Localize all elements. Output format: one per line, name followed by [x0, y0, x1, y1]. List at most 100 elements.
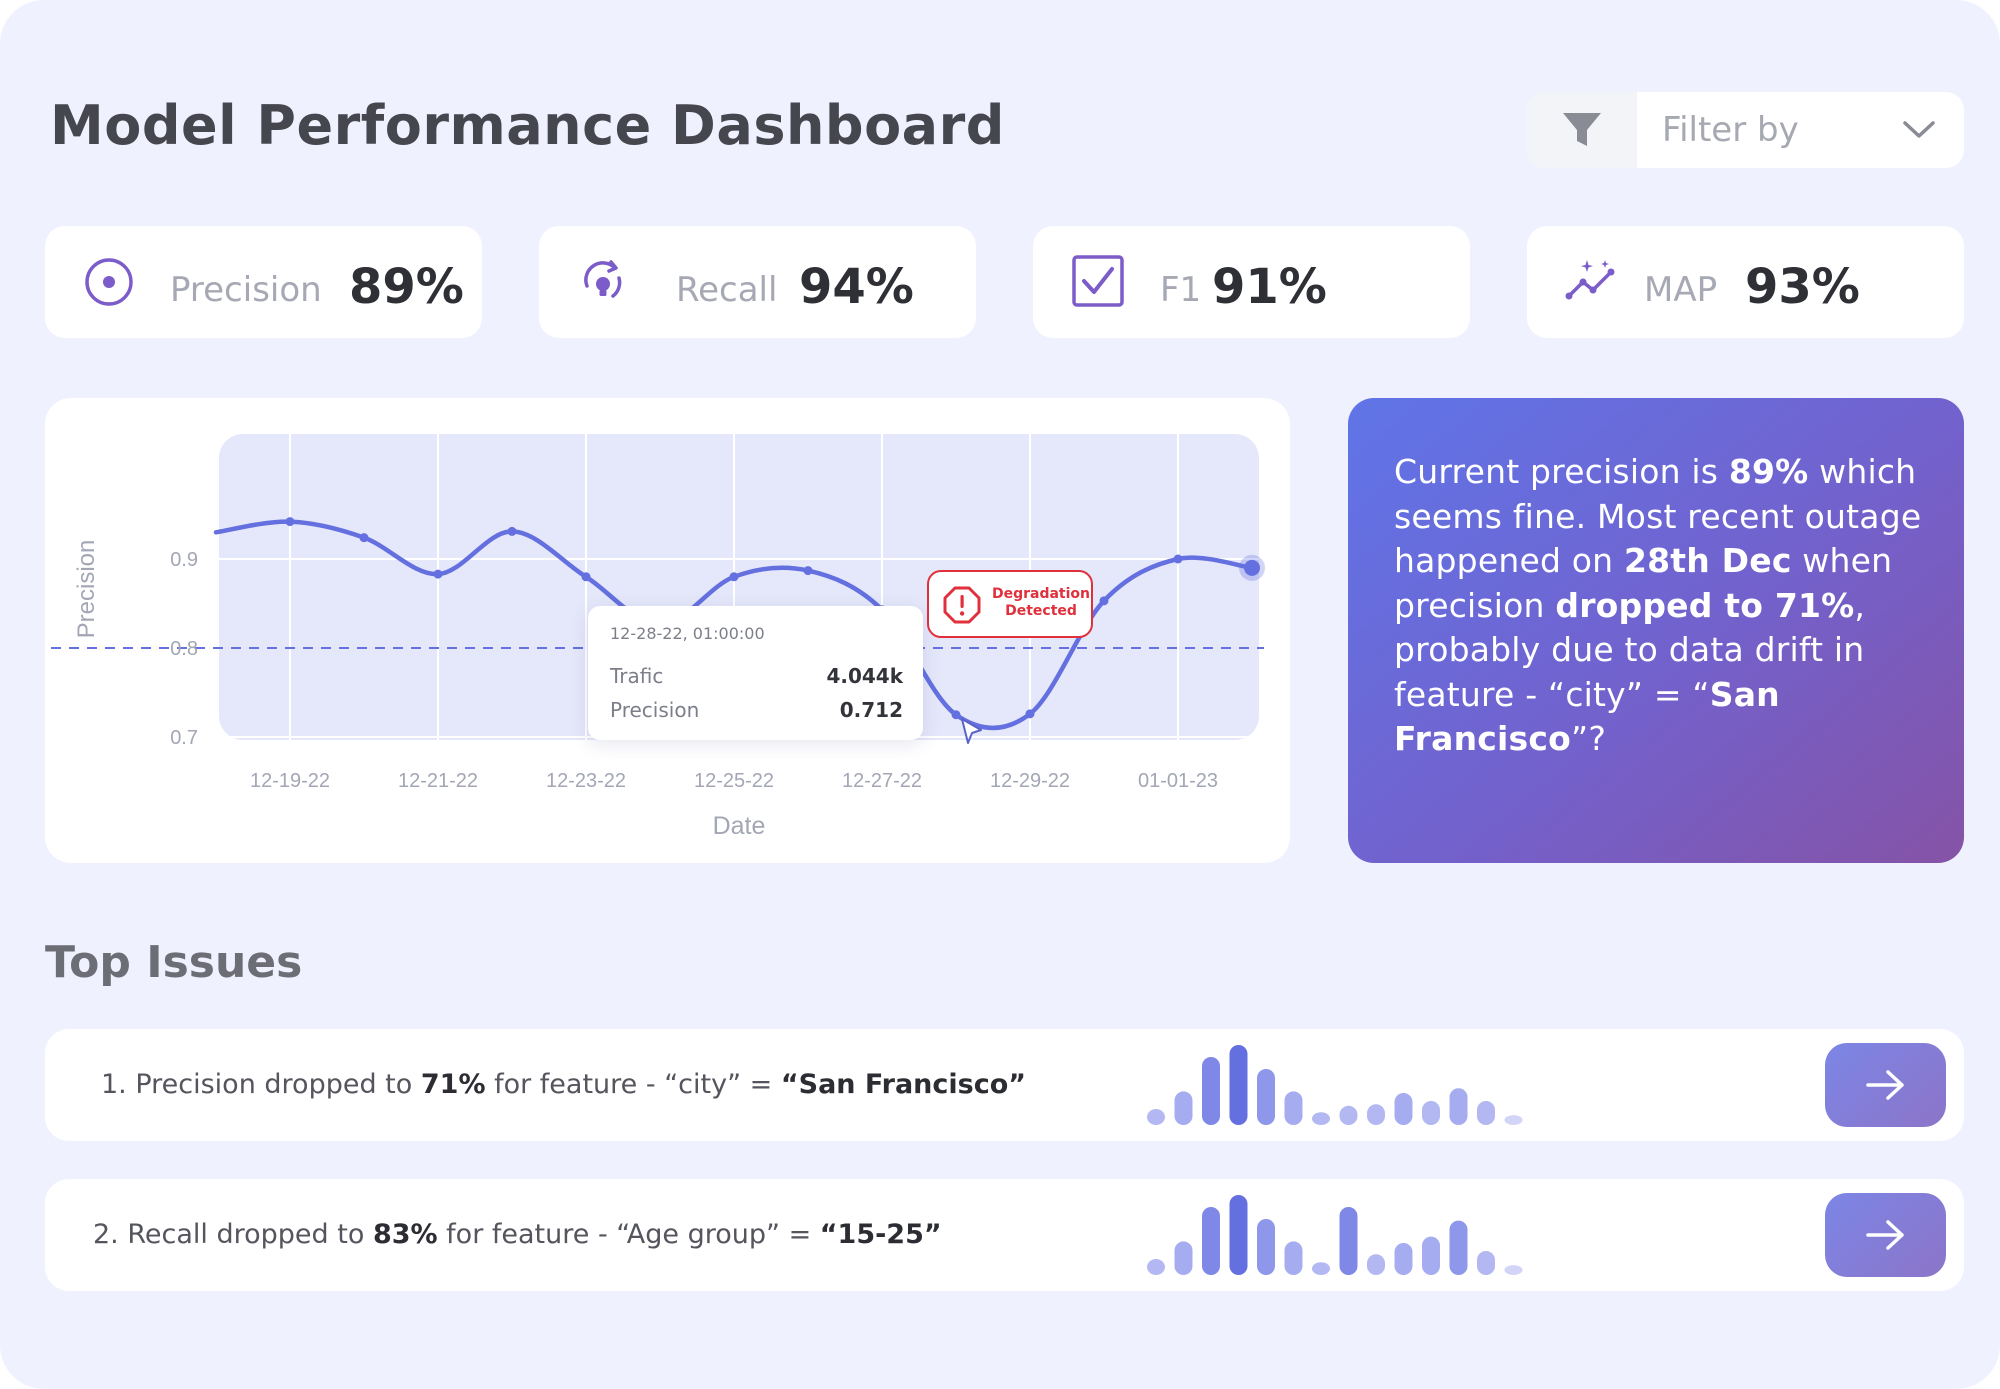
- distribution-bar: [1174, 1091, 1193, 1125]
- data-point[interactable]: [1244, 559, 1260, 576]
- x-tick-label: 12-25-22: [694, 770, 774, 792]
- top-issues-title: Top Issues: [45, 937, 303, 988]
- distribution-bar: [1504, 1115, 1523, 1125]
- open-issue-button[interactable]: [1825, 1043, 1946, 1127]
- kpi-card-precision: Precision 89%: [45, 226, 482, 338]
- kpi-card-map: MAP 93%: [1527, 226, 1964, 338]
- checkbox-icon: [1071, 254, 1124, 307]
- distribution-bar: [1202, 1207, 1220, 1275]
- distribution-bar: [1202, 1057, 1220, 1125]
- distribution-bar: [1257, 1219, 1275, 1275]
- page-title: Model Performance Dashboard: [50, 94, 1005, 157]
- distribution-bar: [1504, 1265, 1523, 1275]
- filter-label: Filter by: [1662, 110, 1799, 150]
- chart-tooltip: 12-28-22, 01:00:00 Trafic 4.044k Precisi…: [588, 606, 923, 740]
- data-point[interactable]: [803, 566, 813, 576]
- x-axis-label: Date: [713, 812, 766, 840]
- distribution-bar: [1147, 1259, 1165, 1275]
- distribution-bar: [1284, 1091, 1303, 1125]
- distribution-bar: [1477, 1101, 1495, 1125]
- data-point[interactable]: [729, 572, 739, 582]
- tooltip-traffic-value: 4.044k: [826, 664, 903, 688]
- precision-line-chart: 12-19-22 12-21-22 12-23-22 12-25-22 12-27-22…: [51, 434, 1265, 840]
- distribution-bar: [1147, 1109, 1165, 1125]
- distribution-bar: [1229, 1195, 1248, 1275]
- data-point[interactable]: [433, 569, 443, 579]
- issue-text: 2. Recall dropped to 83% for feature - “…: [93, 1219, 942, 1250]
- arrow-right-icon: [1865, 1220, 1904, 1250]
- tooltip-precision-value: 0.712: [839, 698, 903, 722]
- x-tick-label: 12-21-22: [398, 770, 478, 792]
- distribution-bar: [1367, 1254, 1385, 1275]
- distribution-bar: [1422, 1101, 1440, 1125]
- distribution-bar: [1312, 1262, 1330, 1275]
- issue-distribution-bars: [1147, 1045, 1523, 1125]
- chevron-down-icon[interactable]: [1874, 92, 1964, 168]
- funnel-icon[interactable]: [1527, 92, 1637, 168]
- cursor-arrow-icon: [961, 718, 982, 744]
- distribution-bar: [1339, 1207, 1358, 1275]
- open-issue-button[interactable]: [1825, 1193, 1946, 1277]
- distribution-bar: [1449, 1220, 1468, 1275]
- trend-sparkle-icon: [1565, 256, 1617, 308]
- degradation-alert[interactable]: Degradation Detected: [927, 570, 1093, 638]
- alert-octagon-icon: [943, 586, 981, 624]
- chart-plot-area: [219, 434, 1259, 740]
- tooltip-precision-label: Precision: [610, 698, 700, 722]
- issue-text: 1. Precision dropped to 71% for feature …: [101, 1069, 1027, 1100]
- kpi-label: Recall: [676, 270, 778, 310]
- data-point[interactable]: [1099, 596, 1109, 606]
- data-point[interactable]: [1173, 554, 1183, 564]
- distribution-bar: [1174, 1241, 1193, 1275]
- kpi-card-recall: Recall 94%: [539, 226, 976, 338]
- x-tick-label: 12-19-22: [250, 770, 330, 792]
- kpi-card-f1: F1 91%: [1033, 226, 1470, 338]
- distribution-bar: [1339, 1105, 1358, 1125]
- data-point[interactable]: [359, 533, 369, 543]
- kpi-label: MAP: [1644, 270, 1718, 310]
- y-tick-label: 0.9: [170, 549, 198, 571]
- x-tick-label: 12-23-22: [546, 770, 626, 792]
- kpi-label: Precision: [170, 270, 322, 310]
- data-point[interactable]: [1025, 709, 1035, 719]
- tooltip-date: 12-28-22, 01:00:00: [610, 624, 765, 643]
- kpi-value: 93%: [1745, 259, 1860, 315]
- x-tick-label: 01-01-23: [1138, 770, 1218, 792]
- distribution-bar: [1449, 1088, 1468, 1125]
- y-tick-label: 0.7: [170, 727, 198, 749]
- y-tick-label: 0.8: [170, 638, 198, 660]
- data-point[interactable]: [285, 517, 295, 527]
- insight-text: Current precision is 89% which seems fin…: [1394, 452, 1922, 758]
- distribution-bar: [1477, 1251, 1495, 1275]
- distribution-bar: [1229, 1045, 1248, 1125]
- distribution-bar: [1257, 1069, 1275, 1125]
- insight-card: Current precision is 89% which seems fin…: [1348, 398, 1964, 863]
- kpi-value: 91%: [1212, 259, 1327, 315]
- y-axis-label: Precision: [73, 540, 100, 639]
- distribution-bar: [1312, 1112, 1330, 1125]
- issue-row[interactable]: 1. Precision dropped to 71% for feature …: [45, 1029, 1964, 1141]
- x-tick-label: 12-29-22: [990, 770, 1070, 792]
- precision-chart-card: 12-19-22 12-21-22 12-23-22 12-25-22 12-27-22…: [45, 398, 1290, 863]
- distribution-bar: [1284, 1241, 1303, 1275]
- data-point[interactable]: [507, 526, 517, 536]
- arrow-right-icon: [1865, 1070, 1904, 1100]
- issue-row[interactable]: 2. Recall dropped to 83% for feature - “…: [45, 1179, 1964, 1291]
- target-icon: [83, 256, 135, 308]
- x-tick-label: 12-27-22: [842, 770, 922, 792]
- issue-distribution-bars: [1147, 1195, 1523, 1275]
- filter-dropdown[interactable]: Filter by: [1527, 92, 1964, 168]
- distribution-bar: [1394, 1243, 1413, 1275]
- kpi-label: F1: [1160, 270, 1202, 310]
- data-point[interactable]: [951, 710, 961, 720]
- data-point[interactable]: [581, 572, 591, 582]
- distribution-bar: [1367, 1104, 1385, 1125]
- distribution-bar: [1394, 1093, 1413, 1125]
- kpi-value: 89%: [349, 259, 464, 315]
- kpi-value: 94%: [799, 259, 914, 315]
- bulb-refresh-icon: [577, 256, 629, 308]
- tooltip-traffic-label: Trafic: [610, 664, 664, 688]
- alert-text: Degradation Detected: [991, 586, 1091, 619]
- distribution-bar: [1422, 1236, 1440, 1275]
